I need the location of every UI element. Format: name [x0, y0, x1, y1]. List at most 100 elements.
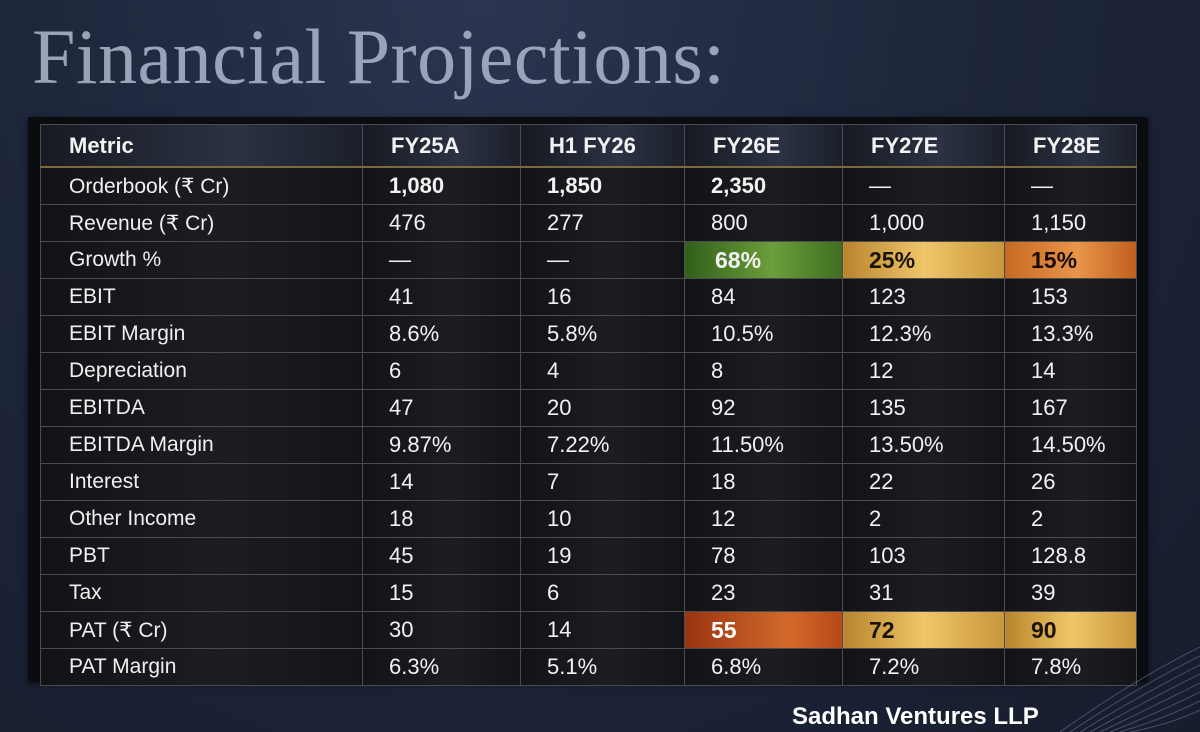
table-cell: 30: [362, 611, 521, 649]
table-cell: 7.8%: [1004, 648, 1137, 686]
metric-label: EBITDA: [40, 389, 363, 427]
table-cell: 167: [1004, 389, 1137, 427]
row-pat: PAT (₹ Cr) 30 14 55 72 90: [40, 611, 1137, 649]
metric-label: EBIT Margin: [40, 315, 363, 353]
financial-projections-table: Metric FY25A H1 FY26 FY26E FY27E FY28E O…: [40, 124, 1137, 686]
table-cell: 45: [362, 537, 521, 575]
table-cell: 135: [842, 389, 1005, 427]
table-cell: 6.8%: [684, 648, 843, 686]
table-cell: 15: [362, 574, 521, 612]
table-cell: 20: [520, 389, 685, 427]
table-cell: 1,850: [520, 166, 685, 205]
table-cell-dash: —: [520, 241, 685, 279]
table-header-row: Metric FY25A H1 FY26 FY26E FY27E FY28E: [40, 124, 1137, 168]
table-cell: 8: [684, 352, 843, 390]
table-cell: 1,150: [1004, 204, 1137, 242]
highlight-cell-gold: 90: [1004, 611, 1137, 649]
table-cell: 18: [684, 463, 843, 501]
metric-label: PBT: [40, 537, 363, 575]
table-cell: 2: [1004, 500, 1137, 538]
row-orderbook: Orderbook (₹ Cr) 1,080 1,850 2,350 — —: [40, 166, 1137, 205]
table-cell: 13.3%: [1004, 315, 1137, 353]
table-cell: 123: [842, 278, 1005, 316]
table-cell: 103: [842, 537, 1005, 575]
table-cell: 6: [362, 352, 521, 390]
table-cell: 26: [1004, 463, 1137, 501]
row-growth: Growth % — — 68% 25% 15%: [40, 241, 1137, 279]
table-cell: 5.1%: [520, 648, 685, 686]
table-cell: 7: [520, 463, 685, 501]
table-cell: 14: [1004, 352, 1137, 390]
table-cell: 128.8: [1004, 537, 1137, 575]
row-tax: Tax 15 6 23 31 39: [40, 574, 1137, 612]
row-interest: Interest 14 7 18 22 26: [40, 463, 1137, 501]
row-ebitda: EBITDA 47 20 92 135 167: [40, 389, 1137, 427]
metric-label: Depreciation: [40, 352, 363, 390]
metric-label: PAT (₹ Cr): [40, 611, 363, 649]
page-title: Financial Projections:: [32, 13, 726, 100]
table-cell: 1,000: [842, 204, 1005, 242]
metric-label: Growth %: [40, 241, 363, 279]
table-cell: 84: [684, 278, 843, 316]
table-cell: 41: [362, 278, 521, 316]
table-cell: 14: [520, 611, 685, 649]
table-cell: 277: [520, 204, 685, 242]
metric-label: Interest: [40, 463, 363, 501]
row-other-income: Other Income 18 10 12 2 2: [40, 500, 1137, 538]
table-cell: 800: [684, 204, 843, 242]
row-pat-margin: PAT Margin 6.3% 5.1% 6.8% 7.2% 7.8%: [40, 648, 1137, 686]
table-cell: 11.50%: [684, 426, 843, 464]
table-cell: 5.8%: [520, 315, 685, 353]
projections-table-panel: Metric FY25A H1 FY26 FY26E FY27E FY28E O…: [28, 117, 1148, 686]
table-cell: 2,350: [684, 166, 843, 205]
table-cell: 31: [842, 574, 1005, 612]
table-cell: 6.3%: [362, 648, 521, 686]
table-cell: 92: [684, 389, 843, 427]
header-metric: Metric: [40, 124, 363, 168]
table-cell: 1,080: [362, 166, 521, 205]
metric-label: PAT Margin: [40, 648, 363, 686]
highlight-cell-orange: 15%: [1004, 241, 1137, 279]
metric-label: EBITDA Margin: [40, 426, 363, 464]
table-cell: 6: [520, 574, 685, 612]
row-ebit-margin: EBIT Margin 8.6% 5.8% 10.5% 12.3% 13.3%: [40, 315, 1137, 353]
header-fy26e: FY26E: [684, 124, 843, 168]
metric-label: Tax: [40, 574, 363, 612]
table-cell-dash: —: [362, 241, 521, 279]
row-revenue: Revenue (₹ Cr) 476 277 800 1,000 1,150: [40, 204, 1137, 242]
table-cell: 19: [520, 537, 685, 575]
metric-label: Orderbook (₹ Cr): [40, 166, 363, 205]
table-cell: 476: [362, 204, 521, 242]
row-pbt: PBT 45 19 78 103 128.8: [40, 537, 1137, 575]
table-cell: 39: [1004, 574, 1137, 612]
highlight-cell-green: 68%: [684, 241, 843, 279]
highlight-cell-gold: 25%: [842, 241, 1005, 279]
header-fy28e: FY28E: [1004, 124, 1137, 168]
table-cell-dash: —: [842, 166, 1005, 205]
table-cell: 13.50%: [842, 426, 1005, 464]
table-cell: 14: [362, 463, 521, 501]
table-cell: 4: [520, 352, 685, 390]
table-cell: 12.3%: [842, 315, 1005, 353]
highlight-cell-redorange: 55: [684, 611, 843, 649]
brand-footer: Sadhan Ventures LLP: [792, 703, 1039, 730]
table-cell-dash: —: [1004, 166, 1137, 205]
table-cell: 22: [842, 463, 1005, 501]
table-cell: 12: [842, 352, 1005, 390]
header-fy25a: FY25A: [362, 124, 521, 168]
table-cell: 2: [842, 500, 1005, 538]
table-cell: 47: [362, 389, 521, 427]
row-depreciation: Depreciation 6 4 8 12 14: [40, 352, 1137, 390]
table-cell: 153: [1004, 278, 1137, 316]
row-ebit: EBIT 41 16 84 123 153: [40, 278, 1137, 316]
decorative-swoosh-lines: [1060, 646, 1200, 732]
highlight-cell-gold: 72: [842, 611, 1005, 649]
row-ebitda-margin: EBITDA Margin 9.87% 7.22% 11.50% 13.50% …: [40, 426, 1137, 464]
metric-label: Revenue (₹ Cr): [40, 204, 363, 242]
table-cell: 10: [520, 500, 685, 538]
table-cell: 12: [684, 500, 843, 538]
metric-label: Other Income: [40, 500, 363, 538]
table-cell: 7.2%: [842, 648, 1005, 686]
table-cell: 7.22%: [520, 426, 685, 464]
table-cell: 9.87%: [362, 426, 521, 464]
